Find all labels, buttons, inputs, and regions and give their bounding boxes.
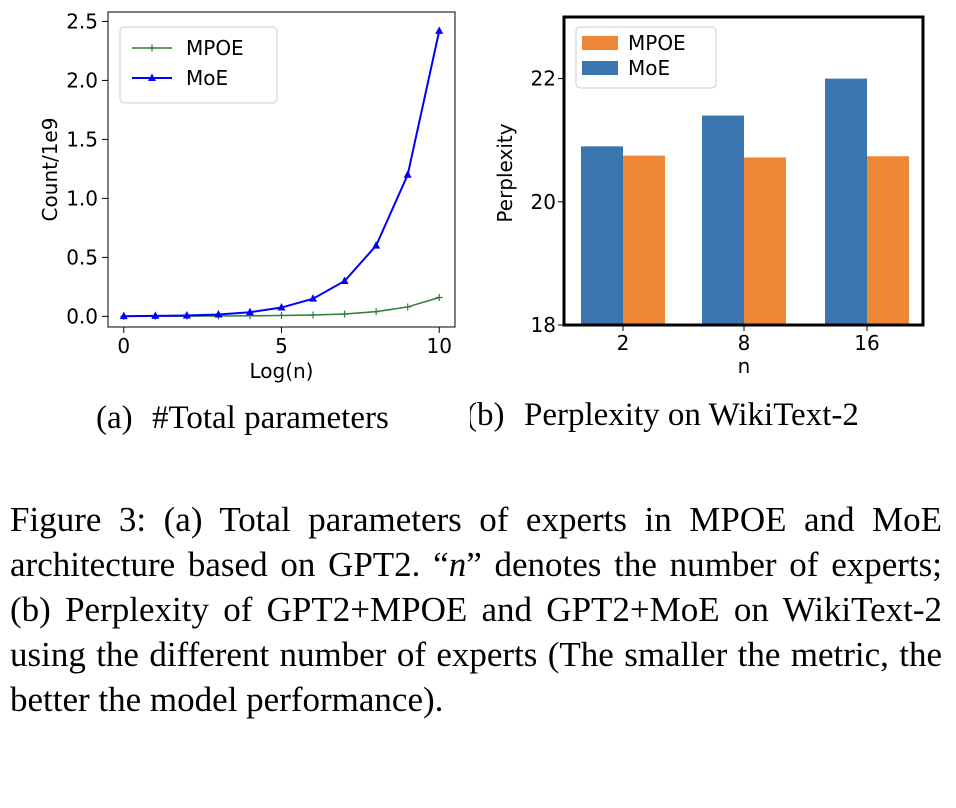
legend-label-moe: MoE xyxy=(628,56,670,80)
data-point-mpoe xyxy=(404,303,412,311)
caption-variable: n xyxy=(448,545,467,584)
x-tick-label: 0 xyxy=(117,334,130,358)
y-tick-label: 0.0 xyxy=(66,304,98,328)
y-axis-label: Perplexity xyxy=(493,123,517,222)
subfigure-label-a: (a) xyxy=(96,400,133,436)
data-point-mpoe xyxy=(278,311,285,319)
x-tick-label: 5 xyxy=(275,334,288,358)
legend-swatch-mpoe xyxy=(582,36,618,50)
y-tick-label: 0.5 xyxy=(66,245,98,269)
data-point-moe xyxy=(182,310,191,319)
data-point-moe xyxy=(309,294,318,302)
caption-part1: (a) Total parameters of experts in MPOE … xyxy=(10,500,943,584)
x-tick-label: 16 xyxy=(854,331,879,355)
legend-label-mpoe: MPOE xyxy=(628,31,686,55)
data-point-moe xyxy=(277,303,286,311)
bar-moe-n8 xyxy=(702,115,744,325)
data-point-moe xyxy=(435,26,444,34)
legend-label-moe: MoE xyxy=(186,66,228,90)
line-chart-total-parameters: 0 5 10 0.0 0.5 1.0 1.5 2.0 2.5 Log(n) Count/1e9 MPO… xyxy=(38,9,456,436)
data-point-moe xyxy=(403,170,412,178)
y-tick-label: 1.0 xyxy=(66,186,98,210)
bar-mpoe-n16 xyxy=(867,156,909,325)
legend-swatch-moe xyxy=(582,61,618,75)
legend-marker-moe xyxy=(148,73,156,81)
subfigure-label-b: (b) xyxy=(470,397,504,433)
legend-box xyxy=(119,26,278,104)
data-point-moe xyxy=(340,276,349,284)
caption-part2: ” denotes the number of experts; (b) Per… xyxy=(10,545,942,719)
subfigure-title-b: Perplexity on WikiText-2 xyxy=(524,397,859,433)
y-tick-label: 2.0 xyxy=(66,68,98,92)
x-axis-label: Log(n) xyxy=(249,359,313,383)
data-point-moe xyxy=(151,311,160,319)
data-point-moe xyxy=(245,307,254,316)
data-point-mpoe xyxy=(372,308,380,316)
bar-mpoe-n8 xyxy=(744,157,786,325)
y-tick-label: 18 xyxy=(531,313,556,337)
bar-moe-n2 xyxy=(581,146,623,325)
legend-marker-mpoe xyxy=(148,44,156,52)
y-tick-label: 20 xyxy=(531,190,556,214)
y-tick-label: 22 xyxy=(531,67,556,91)
x-tick-label: 10 xyxy=(427,334,452,358)
y-tick-label: 1.5 xyxy=(66,127,98,151)
x-axis-label: n xyxy=(738,354,751,378)
legend-label-mpoe: MPOE xyxy=(186,36,244,60)
data-point-mpoe xyxy=(435,294,443,302)
y-tick-label: 2.5 xyxy=(66,9,98,33)
data-point-mpoe xyxy=(341,310,349,318)
figure-caption: Figure 3: (a) Total parameters of expert… xyxy=(10,497,942,722)
x-tick-label: 2 xyxy=(617,331,630,355)
data-point-mpoe xyxy=(309,311,317,319)
bar-mpoe-n2 xyxy=(623,155,665,325)
data-point-moe xyxy=(372,241,381,249)
x-tick-label: 8 xyxy=(738,331,751,355)
data-point-moe xyxy=(119,311,128,320)
y-axis-label: Count/1e9 xyxy=(38,118,62,222)
data-point-moe xyxy=(214,309,223,318)
caption-label: Figure 3: xyxy=(10,500,147,539)
bar-moe-n16 xyxy=(825,78,867,325)
subfigure-title-a: #Total parameters xyxy=(152,400,389,436)
